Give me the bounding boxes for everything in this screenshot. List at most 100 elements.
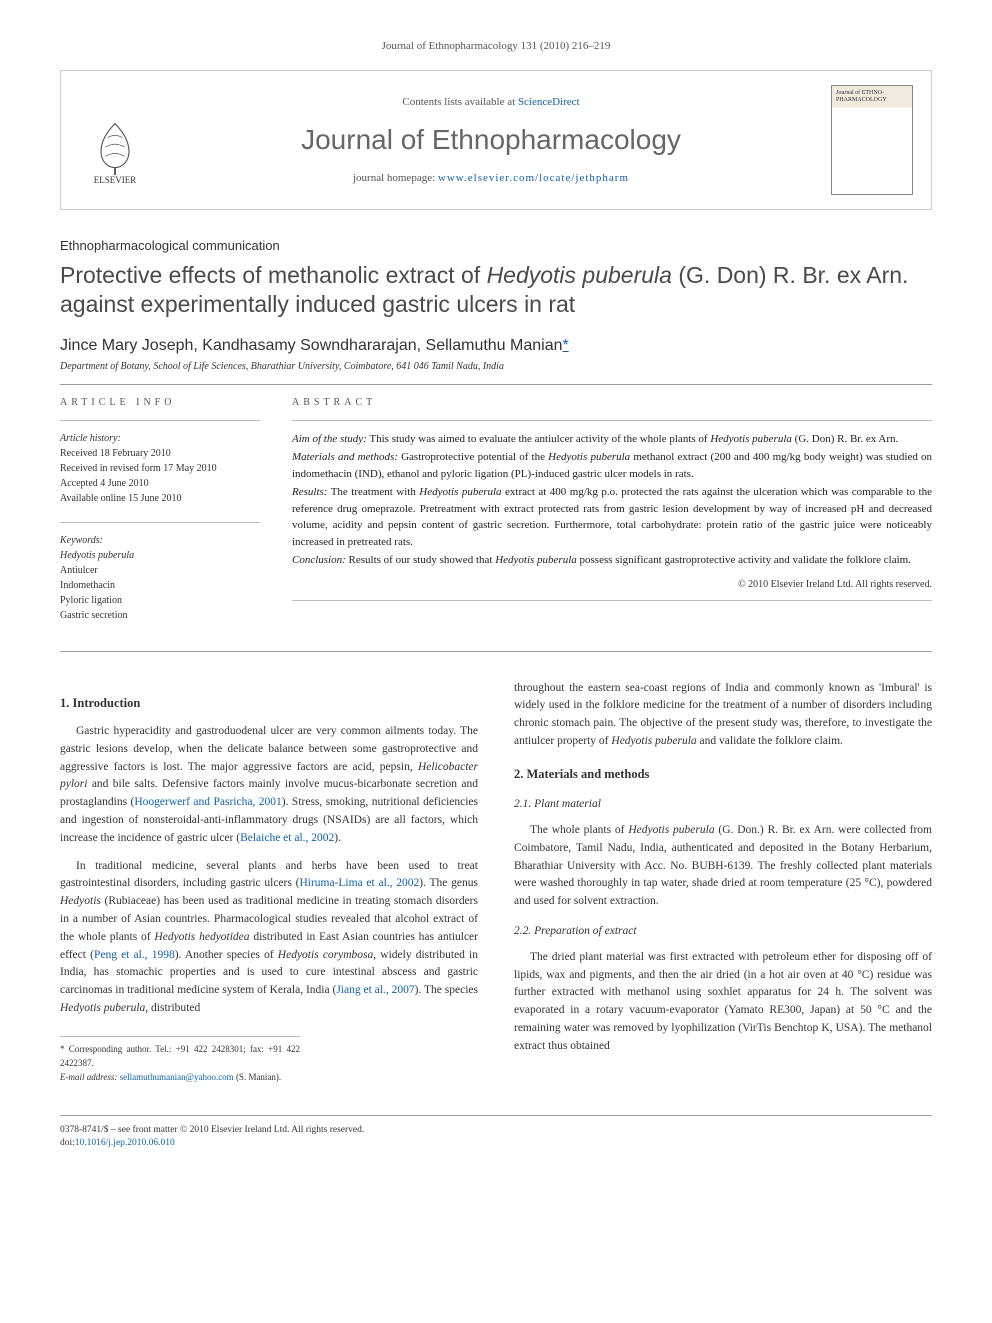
elsevier-logo: ELSEVIER xyxy=(79,95,151,185)
ref-belaiche[interactable]: Belaiche et al., 2002 xyxy=(240,832,334,844)
mm21b: (G. Don.) R. Br. ex Arn. were collected … xyxy=(514,824,932,907)
divider xyxy=(60,651,932,652)
doi-link[interactable]: 10.1016/j.jep.2010.06.010 xyxy=(75,1138,175,1148)
title-species: Hedyotis puberula xyxy=(487,262,672,288)
elsevier-label: ELSEVIER xyxy=(94,175,137,185)
p2e: ). Another species of xyxy=(175,949,278,961)
keyword: Pyloric ligation xyxy=(60,593,260,608)
p1a: Gastric hyperacidity and gastroduodenal … xyxy=(60,725,478,773)
intro-p2: In traditional medicine, several plants … xyxy=(60,858,478,1018)
corr-author-info: * Corresponding author. Tel.: +91 422 24… xyxy=(60,1043,300,1071)
history-accepted: Accepted 4 June 2010 xyxy=(60,476,260,491)
copyright: © 2010 Elsevier Ireland Ltd. All rights … xyxy=(292,579,932,590)
aim-text: This study was aimed to evaluate the ant… xyxy=(367,433,710,445)
p2h: , distributed xyxy=(145,1002,200,1014)
mm-21-p: The whole plants of Hedyotis puberula (G… xyxy=(514,822,932,911)
res-species: Hedyotis puberula xyxy=(419,486,501,498)
ref-peng[interactable]: Peng et al., 1998 xyxy=(94,949,175,961)
aim-label: Aim of the study: xyxy=(292,433,367,445)
front-matter: 0378-8741/$ – see front matter © 2010 El… xyxy=(60,1124,478,1137)
header-center: Contents lists available at ScienceDirec… xyxy=(151,96,831,184)
page-footer: 0378-8741/$ – see front matter © 2010 El… xyxy=(60,1115,932,1151)
intro-heading: 1. Introduction xyxy=(60,694,478,713)
ref-hiruma[interactable]: Hiruma-Lima et al., 2002 xyxy=(299,877,419,889)
journal-homepage-link[interactable]: www.elsevier.com/locate/jethpharm xyxy=(438,172,629,184)
journal-cover-thumb: Journal of ETHNO-PHARMACOLOGY xyxy=(831,85,913,195)
article-info-column: ARTICLE INFO Article history: Received 1… xyxy=(60,397,260,639)
history-label: Article history: xyxy=(60,431,260,446)
keywords-label: Keywords: xyxy=(60,533,260,548)
elsevier-tree-icon xyxy=(87,119,143,175)
aim-species: Hedyotis puberula xyxy=(710,433,792,445)
doi-prefix: doi: xyxy=(60,1138,75,1148)
right-column: throughout the eastern sea-coast regions… xyxy=(514,680,932,1085)
mm-heading: 2. Materials and methods xyxy=(514,765,932,784)
p1d: ). xyxy=(334,832,341,844)
homepage-prefix: journal homepage: xyxy=(353,172,438,184)
p2b: ). The genus xyxy=(419,877,478,889)
con-label: Conclusion: xyxy=(292,554,346,566)
abstract-column: ABSTRACT Aim of the study: This study wa… xyxy=(292,397,932,639)
keyword: Indomethacin xyxy=(60,578,260,593)
history-online: Available online 15 June 2010 xyxy=(60,491,260,506)
mm-22-p: The dried plant material was first extra… xyxy=(514,949,932,1056)
ref-hoogerwerf[interactable]: Hoogerwerf and Pasricha, 2001 xyxy=(134,796,281,808)
title-prefix: Protective effects of methanolic extract… xyxy=(60,262,487,288)
abstract-body: Aim of the study: This study was aimed t… xyxy=(292,431,932,569)
footer-left: 0378-8741/$ – see front matter © 2010 El… xyxy=(60,1124,478,1151)
article-title: Protective effects of methanolic extract… xyxy=(60,261,932,319)
mm21a: The whole plants of xyxy=(530,824,628,836)
divider xyxy=(60,384,932,385)
mm-text: Gastroprotective potential of the xyxy=(398,451,548,463)
intro-p2-cont: throughout the eastern sea-coast regions… xyxy=(514,680,932,751)
p2-it4: Hedyotis puberula xyxy=(60,1002,145,1014)
info-divider xyxy=(60,420,260,421)
p2-it2: Hedyotis hedyotidea xyxy=(154,931,249,943)
contents-prefix: Contents lists available at xyxy=(402,96,517,108)
intro-p1: Gastric hyperacidity and gastroduodenal … xyxy=(60,723,478,848)
authors: Jince Mary Joseph, Kandhasamy Sowndharar… xyxy=(60,337,932,355)
left-column: 1. Introduction Gastric hyperacidity and… xyxy=(60,680,478,1085)
abs-divider xyxy=(292,420,932,421)
con-species: Hedyotis puberula xyxy=(495,554,577,566)
journal-reference: Journal of Ethnopharmacology 131 (2010) … xyxy=(60,40,932,52)
corresponding-author-marker[interactable]: * xyxy=(563,337,569,354)
history-revised: Received in revised form 17 May 2010 xyxy=(60,461,260,476)
res-text: The treatment with xyxy=(327,486,419,498)
journal-header: ELSEVIER Contents lists available at Sci… xyxy=(60,70,932,210)
email-label: E-mail address: xyxy=(60,1072,117,1082)
aim-suffix: (G. Don) R. Br. ex Arn. xyxy=(792,433,898,445)
p2-it3: Hedyotis corymbosa xyxy=(278,949,373,961)
cover-title: Journal of ETHNO-PHARMACOLOGY xyxy=(836,90,908,103)
keyword: Gastric secretion xyxy=(60,608,260,623)
p2g: ). The species xyxy=(415,984,478,996)
con-text: Results of our study showed that xyxy=(346,554,495,566)
mm-21-heading: 2.1. Plant material xyxy=(514,796,932,814)
p2c-it: Hedyotis puberula xyxy=(611,735,696,747)
article-type: Ethnopharmacological communication xyxy=(60,238,932,253)
keyword: Antiulcer xyxy=(60,563,260,578)
res-label: Results: xyxy=(292,486,327,498)
main-columns: 1. Introduction Gastric hyperacidity and… xyxy=(60,680,932,1085)
article-history: Article history: Received 18 February 20… xyxy=(60,431,260,506)
p2-it1: Hedyotis xyxy=(60,895,101,907)
keywords-block: Keywords: Hedyotis puberula Antiulcer In… xyxy=(60,533,260,623)
ref-jiang[interactable]: Jiang et al., 2007 xyxy=(336,984,414,996)
abstract-head: ABSTRACT xyxy=(292,397,932,408)
article-info-head: ARTICLE INFO xyxy=(60,397,260,408)
abs-divider-bottom xyxy=(292,600,932,601)
sciencedirect-link[interactable]: ScienceDirect xyxy=(518,96,580,108)
email-suffix: (S. Manian). xyxy=(234,1072,282,1082)
corresponding-footnote: * Corresponding author. Tel.: +91 422 24… xyxy=(60,1036,300,1085)
mm-22-heading: 2.2. Preparation of extract xyxy=(514,923,932,941)
authors-list: Jince Mary Joseph, Kandhasamy Sowndharar… xyxy=(60,337,563,354)
p2cb: and validate the folklore claim. xyxy=(697,735,843,747)
contents-line: Contents lists available at ScienceDirec… xyxy=(161,96,821,108)
email-link[interactable]: sellamuthumanian@yahoo.com xyxy=(120,1072,234,1082)
con-suffix: possess significant gastroprotective act… xyxy=(577,554,911,566)
footer-right xyxy=(514,1124,932,1151)
affiliation: Department of Botany, School of Life Sci… xyxy=(60,361,932,372)
journal-name: Journal of Ethnopharmacology xyxy=(161,124,821,156)
keyword: Hedyotis puberula xyxy=(60,550,134,561)
info-divider xyxy=(60,522,260,523)
